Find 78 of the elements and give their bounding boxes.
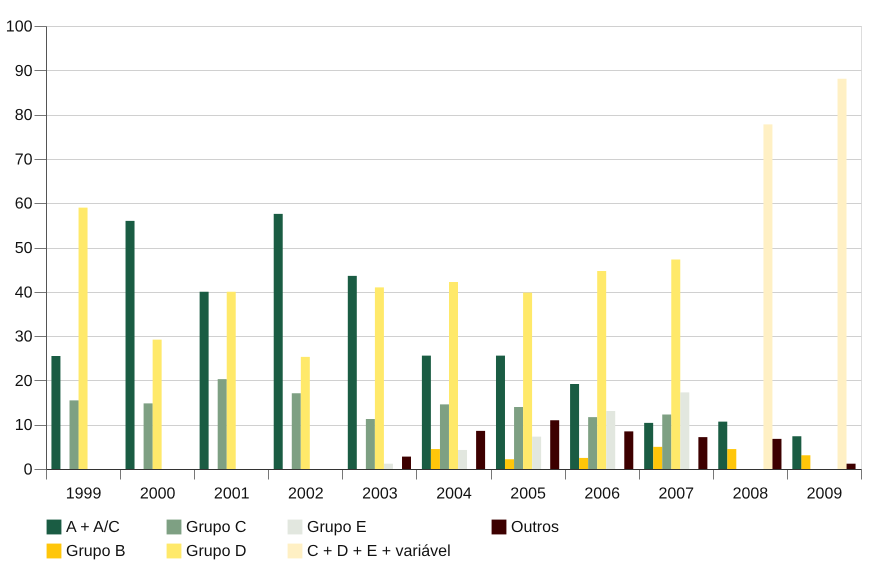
bar bbox=[644, 422, 654, 469]
y-tick-label: 100 bbox=[6, 18, 33, 36]
bar bbox=[422, 356, 431, 469]
bar bbox=[838, 78, 847, 469]
y-tick-label: 0 bbox=[24, 462, 33, 478]
bar bbox=[718, 422, 728, 469]
bar bbox=[51, 356, 60, 469]
bar bbox=[532, 436, 542, 469]
bar bbox=[597, 270, 606, 469]
y-tick-label: 10 bbox=[14, 417, 33, 434]
bar bbox=[792, 436, 802, 469]
bar bbox=[458, 450, 468, 469]
legend-label: Grupo C bbox=[186, 519, 246, 536]
x-tick-label: 2001 bbox=[214, 486, 250, 502]
bar bbox=[763, 124, 772, 469]
x-tick-label: 2009 bbox=[806, 486, 842, 502]
bar bbox=[476, 430, 486, 469]
bar bbox=[671, 259, 680, 469]
legend-label: Grupo E bbox=[307, 519, 367, 536]
x-tick-label: 2005 bbox=[510, 486, 546, 502]
legend-label: Grupo D bbox=[186, 543, 246, 560]
bar bbox=[366, 418, 375, 469]
y-tick-label: 90 bbox=[14, 62, 33, 80]
bar bbox=[449, 282, 458, 469]
x-tick-label: 2003 bbox=[362, 486, 398, 502]
bar bbox=[348, 276, 357, 469]
bar bbox=[440, 404, 449, 469]
bar bbox=[274, 214, 283, 469]
bar bbox=[126, 220, 135, 469]
bar bbox=[772, 438, 782, 469]
bar bbox=[606, 410, 616, 469]
y-tick-label: 30 bbox=[14, 328, 33, 346]
x-tick-label: 2004 bbox=[436, 486, 472, 502]
bar bbox=[588, 417, 598, 469]
bar bbox=[514, 406, 524, 469]
bar bbox=[698, 437, 708, 469]
bar bbox=[144, 403, 153, 469]
y-tick-label: 50 bbox=[14, 240, 33, 257]
legend-label: Grupo B bbox=[66, 543, 126, 560]
x-tick-label: 2002 bbox=[288, 486, 324, 502]
bar bbox=[218, 379, 227, 469]
y-tick-label: 20 bbox=[14, 372, 33, 390]
bar bbox=[727, 449, 736, 469]
bar bbox=[680, 392, 690, 469]
bar bbox=[226, 292, 236, 469]
x-tick-label: 2006 bbox=[584, 486, 620, 502]
legend-label: A + A/C bbox=[66, 519, 120, 536]
bar bbox=[374, 287, 384, 469]
bar bbox=[152, 340, 162, 469]
y-tick-label: 80 bbox=[14, 107, 33, 124]
bar bbox=[402, 456, 412, 469]
bar bbox=[292, 393, 301, 469]
bar bbox=[653, 446, 662, 469]
bar bbox=[496, 356, 505, 469]
bar bbox=[505, 459, 514, 469]
bar bbox=[200, 292, 209, 469]
legend-label: C + D + E + variável bbox=[307, 543, 451, 560]
bar bbox=[384, 464, 393, 469]
x-tick-label: 2008 bbox=[732, 486, 768, 502]
bar bbox=[801, 455, 810, 469]
bar bbox=[570, 384, 580, 469]
bar bbox=[846, 464, 856, 469]
y-tick-label: 40 bbox=[14, 284, 33, 302]
legend-label: Outros bbox=[511, 519, 560, 536]
bar bbox=[70, 400, 79, 469]
bar bbox=[523, 292, 532, 469]
bar bbox=[78, 208, 88, 469]
y-tick-label: 70 bbox=[14, 151, 33, 168]
y-tick-label: 60 bbox=[14, 196, 33, 213]
bar bbox=[579, 458, 588, 469]
bar bbox=[662, 414, 672, 469]
bar bbox=[550, 420, 560, 469]
bar bbox=[624, 431, 634, 469]
x-tick-label: 2007 bbox=[658, 486, 694, 502]
x-tick-label: 2000 bbox=[140, 486, 176, 502]
x-tick-label: 1999 bbox=[66, 486, 102, 502]
bar bbox=[300, 356, 310, 469]
bar bbox=[430, 449, 440, 469]
